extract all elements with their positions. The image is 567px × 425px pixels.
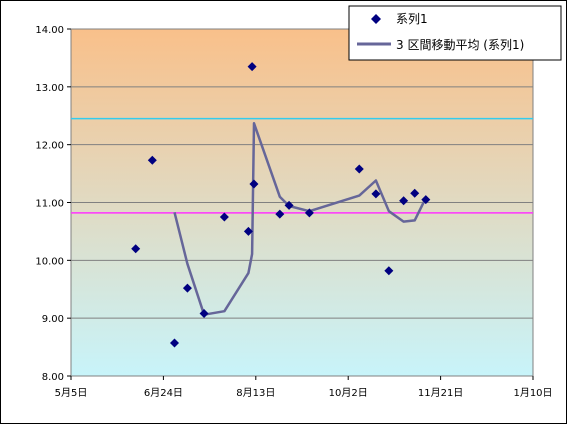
legend-series-line-label: 3 区間移動平均 (系列1) — [396, 38, 524, 52]
y-tick-label: 13.00 — [35, 83, 64, 94]
data-point-diamond — [421, 195, 431, 205]
data-point-diamond — [384, 266, 394, 276]
y-tick-label: 8.00 — [42, 372, 64, 383]
data-point-diamond — [199, 309, 209, 319]
data-point-diamond — [182, 283, 192, 293]
legend-diamond-marker — [371, 14, 381, 24]
x-tick-label: 6月24日 — [144, 387, 183, 399]
data-point-diamond — [169, 338, 179, 348]
data-point-diamond — [147, 155, 157, 165]
data-point-diamond — [275, 209, 285, 219]
series-layer — [131, 62, 431, 348]
y-tick-label: 11.00 — [35, 199, 64, 210]
x-tick-label: 10月2日 — [329, 387, 368, 399]
y-tick-label: 12.00 — [35, 141, 64, 152]
y-tick-label: 10.00 — [35, 256, 64, 267]
data-point-diamond — [410, 188, 420, 198]
data-point-diamond — [249, 179, 259, 189]
data-point-diamond — [131, 244, 141, 254]
axes: 8.00 9.00 10.00 11.00 12.00 13.00 14.00 5月5日 6月2… — [35, 25, 552, 399]
data-point-diamond — [219, 212, 229, 222]
y-tick-label: 14.00 — [35, 25, 64, 36]
data-point-diamond — [399, 196, 409, 206]
reference-lines — [71, 117, 533, 214]
legend-box — [348, 5, 562, 61]
data-point-diamond — [247, 62, 257, 72]
data-point-diamond — [304, 208, 314, 218]
x-tick-label: 8月13日 — [236, 387, 275, 399]
data-point-diamond — [284, 200, 294, 210]
data-point-diamond — [354, 164, 364, 174]
legend: 系列1 3 区間移動平均 (系列1) — [348, 5, 562, 61]
legend-series-points-label: 系列1 — [396, 12, 428, 26]
gridlines — [71, 86, 533, 319]
data-point-diamond — [243, 226, 253, 236]
x-tick-label: 1月10日 — [513, 387, 552, 399]
x-tick-label: 5月5日 — [55, 387, 88, 399]
x-tick-label: 11月21日 — [418, 387, 463, 399]
data-point-diamond — [371, 189, 381, 199]
series-moving-average-line — [173, 122, 427, 316]
y-tick-label: 9.00 — [42, 314, 64, 325]
